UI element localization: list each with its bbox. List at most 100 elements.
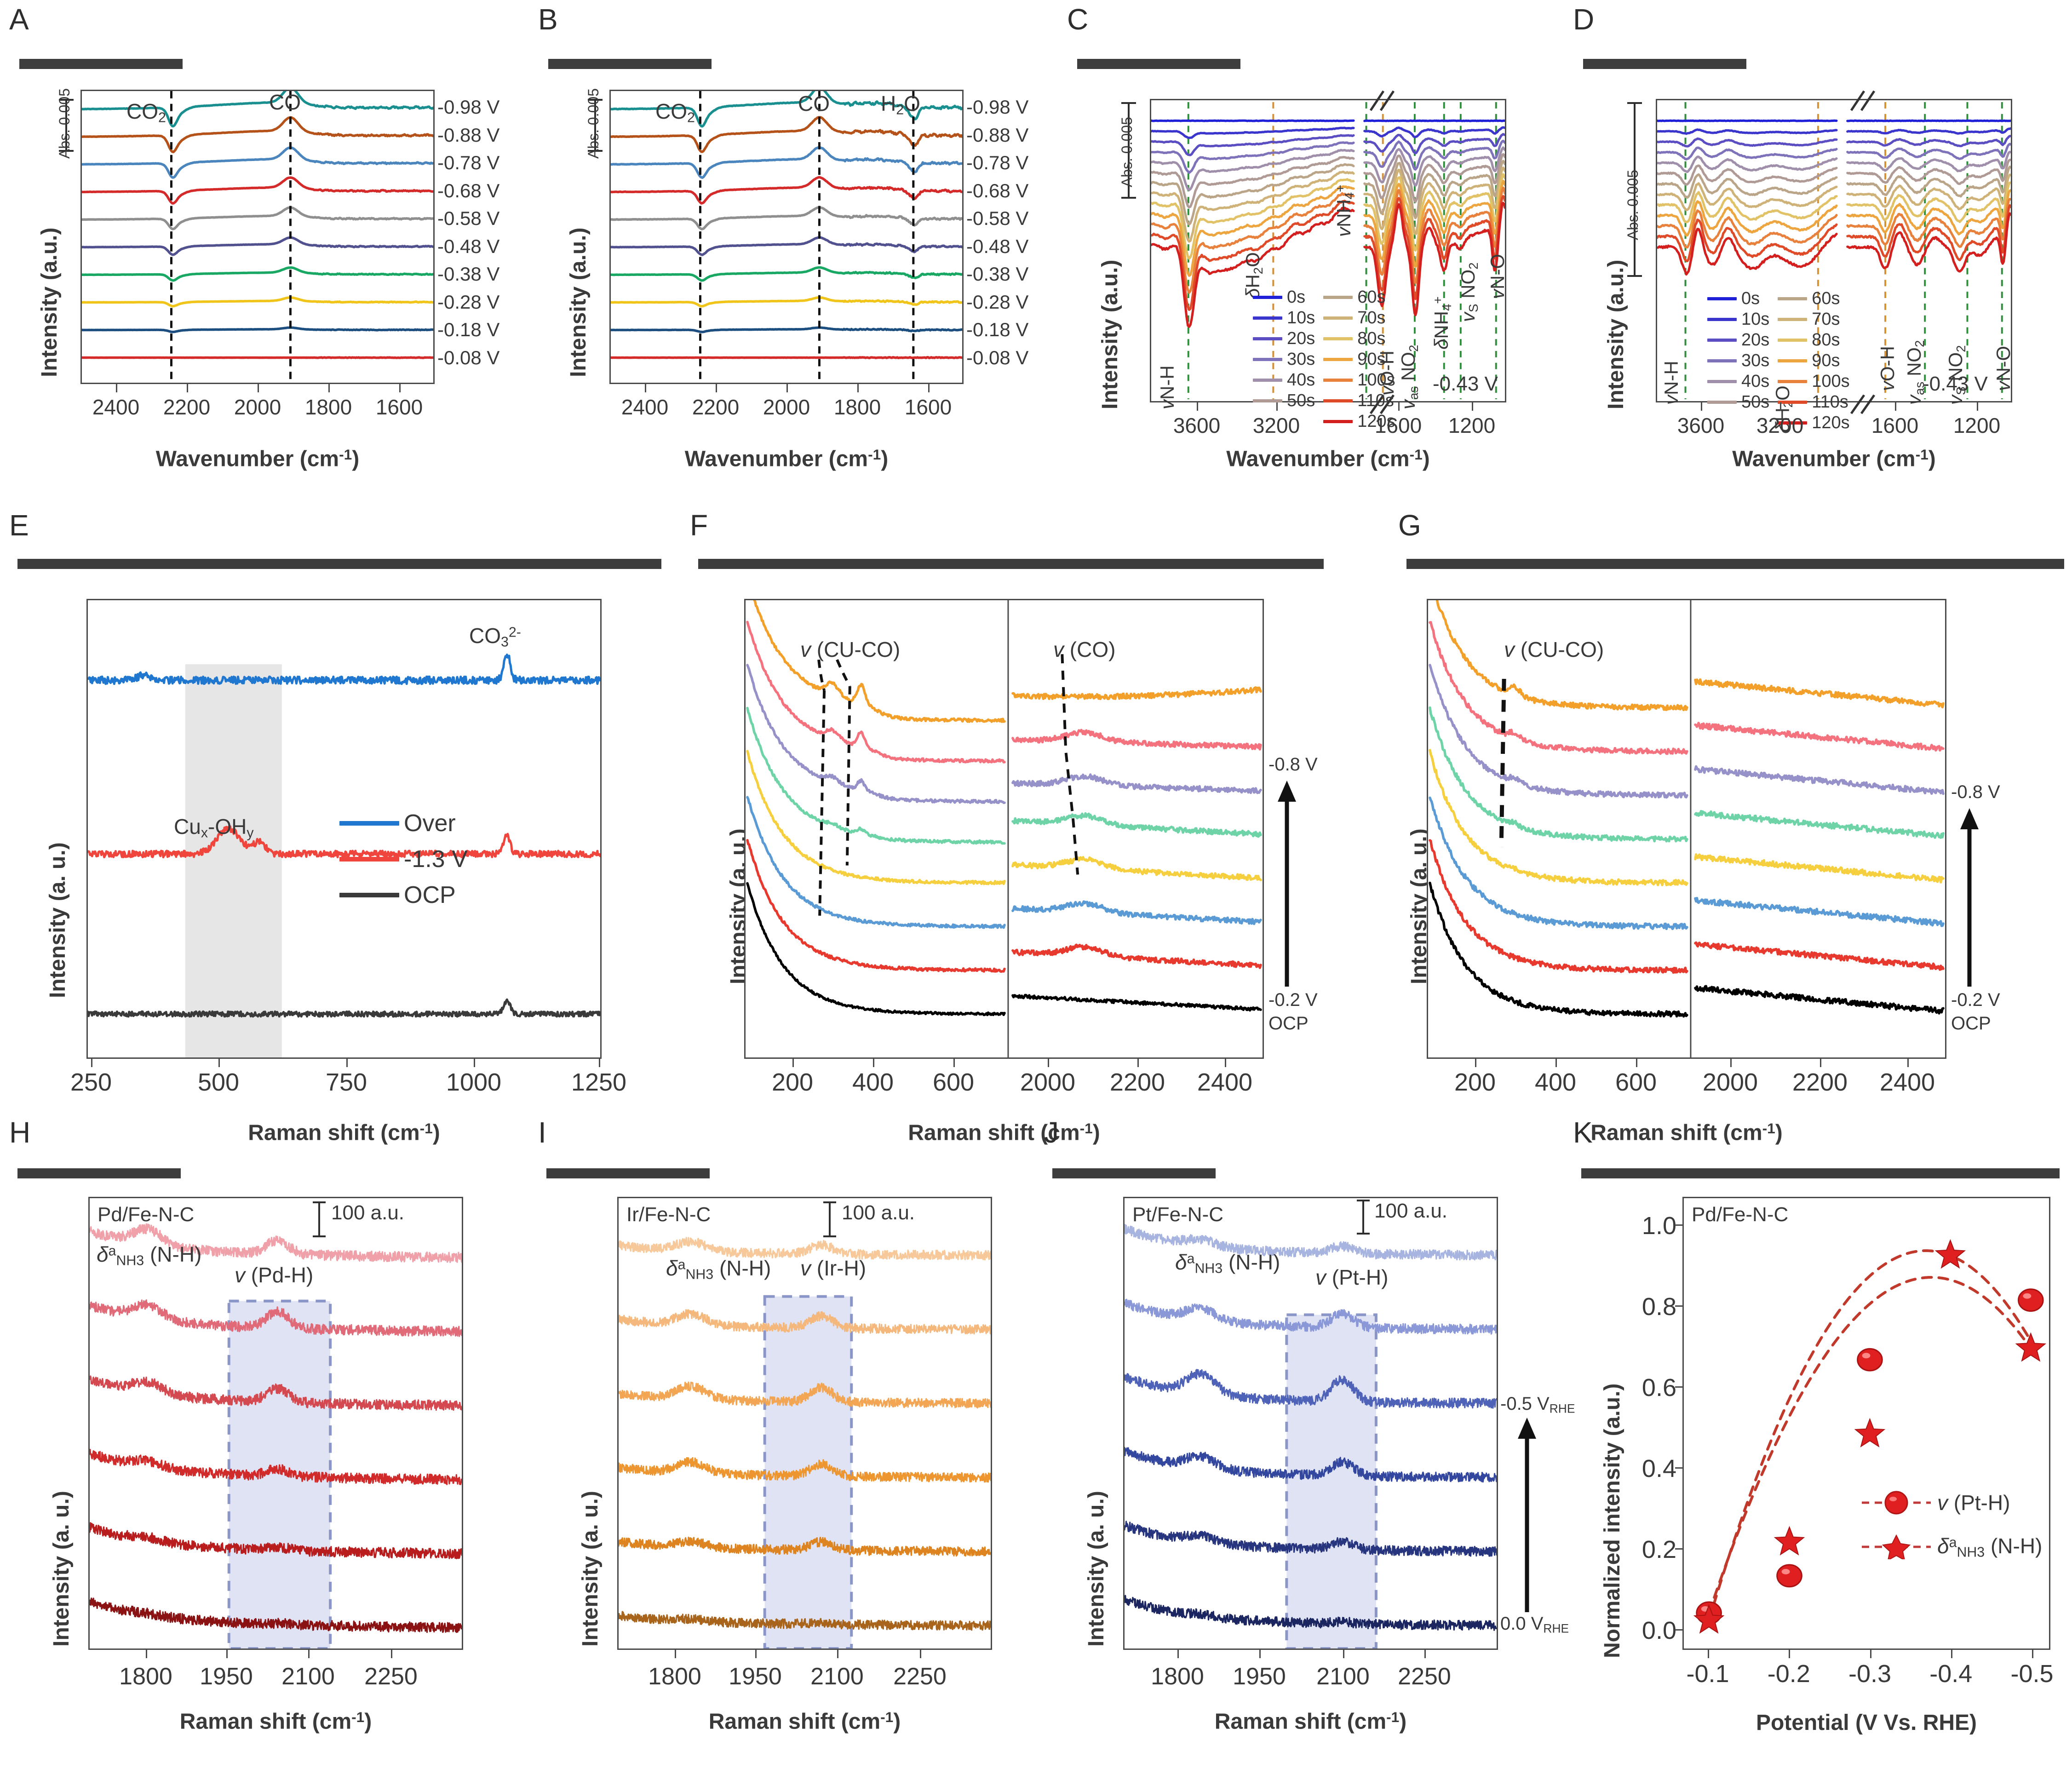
x-tick-mark [1730,1059,1732,1067]
panel-g-x-title: Raman shift (cm-1) [1590,1120,1783,1145]
panel-g-plot [1427,599,1946,1059]
x-tick-mark [1555,1059,1557,1067]
panel-a-plot [80,90,435,384]
x-tick-mark [920,1650,921,1658]
series-voltage-label: -0.88 V [437,124,500,146]
x-tick-mark [346,1059,348,1067]
panel-c-traces [1151,102,1505,400]
legend-label: 110s [1357,391,1394,410]
panel-d-scalebar: Abs. 0.005 [1624,102,1655,277]
x-tick-mark [328,384,330,392]
data-point-highlight [1862,1353,1871,1359]
panel-h-traces [90,1223,462,1648]
y-tick-mark [1675,1548,1683,1550]
x-tick-label: -0.2 [1767,1660,1810,1688]
legend-label: 90s [1357,350,1386,369]
y-tick-mark [1675,1467,1683,1469]
peak-annotation: δNH4+ [1430,296,1454,350]
panel-e-highlight-band [185,664,282,1057]
legend-item: 50s [1253,391,1315,411]
panel-g-label-ocp: OCP [1951,1013,1991,1034]
panel-d-axis-break-top [1850,90,1876,111]
legend-color-swatch [1778,318,1808,321]
panel-c-rule [1077,59,1240,69]
x-tick-label: 1600 [375,395,423,419]
series-voltage-label: -0.18 V [437,319,500,341]
legend-color-swatch [1778,339,1808,342]
x-tick-mark [1977,402,1978,411]
legend-item: 110s [1778,392,1849,412]
x-tick-mark [1276,402,1278,411]
x-tick-label: 1250 [571,1068,627,1096]
x-tick-mark [91,1059,92,1067]
panel-k-legend: v (Pt-H) δaNH3 (N-H) [1862,1490,2042,1561]
x-tick-label: 2000 [1020,1068,1076,1096]
panel-e-x-title: Raman shift (cm-1) [248,1120,440,1145]
panel-f: F Intensity (a. u.) v (CU-CO) v (CO) -0.… [690,511,1380,1145]
x-tick-mark [857,384,859,392]
panel-j: J Intensity (a. u.) Pt/Fe-N-C 100 a.u. δ… [1044,1116,1575,1762]
y-tick-mark [1675,1629,1683,1631]
legend-item: 120s [1323,412,1395,431]
panel-j-traces [1125,1224,1497,1648]
data-point-star [2015,1332,2047,1362]
panel-i-scalebar-label: 100 a.u. [842,1201,915,1224]
legend-item: -1.3 V [339,845,468,873]
legend-label: 10s [1741,310,1770,329]
series-voltage-label: -0.58 V [966,207,1029,230]
x-tick-label: 1600 [1871,414,1919,437]
x-tick-label: 600 [932,1068,975,1096]
panel-j-label-low: 0.0 VRHE [1500,1614,1569,1636]
panel-g-annotation-cuco: v (CU-CO) [1504,638,1604,661]
panel-d-rule [1583,59,1746,69]
data-point-star [1774,1526,1805,1556]
legend-label: 30s [1287,350,1315,369]
panel-b-peak-h2o: H2O [881,92,920,118]
panel-f-label-low: -0.2 V [1268,990,1318,1010]
x-tick-label: 1200 [1448,414,1496,437]
x-tick-mark [218,1059,220,1067]
panel-b-peak-co: CO [798,92,830,115]
x-tick-mark [308,1650,310,1658]
panel-d-scalebar-label: Abs. 0.005 [1624,170,1641,240]
panel-b: B Abs. 0.005 Intensity (a.u.) CO2 CO H2O… [538,5,1044,488]
panel-c-legend: 0s 10s 20s 30s 40s 50s 60s 70s 80s 90s 100s 110s 12… [1253,287,1395,432]
x-tick-mark [1424,1650,1426,1658]
legend-label: 40s [1287,370,1315,390]
legend-item: 0s [1253,287,1315,307]
x-tick-mark [1259,1650,1261,1658]
y-tick-label: 0.0 [1642,1617,1676,1644]
x-tick-label: 1800 [648,1663,701,1690]
peak-annotation: vO-H [1877,346,1898,391]
legend-color-swatch [1253,358,1282,361]
panel-h: H Intensity (a. u.) Pd/Fe-N-C 100 a.u. δ… [9,1118,520,1762]
legend-label: 80s [1812,330,1840,350]
x-tick-label: 3600 [1173,414,1221,437]
legend-color-swatch [1707,401,1737,404]
panel-k-plot [1682,1197,2050,1650]
legend-item: 40s [1707,372,1769,391]
x-tick-label: -0.5 [2010,1660,2054,1688]
x-tick-label: 1950 [729,1663,782,1690]
x-tick-mark [391,1650,392,1658]
legend-color-swatch [1778,297,1808,300]
y-tick-label: 0.2 [1642,1536,1676,1563]
panel-d-plot [1656,99,2012,402]
x-tick-mark [1789,1650,1791,1658]
legend-label: 50s [1741,392,1770,412]
data-point-circle [1857,1348,1883,1372]
panel-c-axis-break-bottom [1369,394,1395,414]
peak-annotation: vN-H [1156,365,1178,409]
panel-c-y-title: Intensity (a.u.) [1098,259,1122,409]
panel-f-dash-line-a [818,690,826,916]
legend-item: 60s [1323,287,1395,307]
panel-j-letter: J [1044,1116,1059,1149]
peak-annotation: vS NO2 [1457,262,1481,322]
series-voltage-label: -0.68 V [966,179,1029,201]
panel-k: K Normalized intensity (a.u.) Pd/Fe-N-C … [1573,1118,2072,1762]
panel-a-traces [82,91,433,383]
panel-f-direction-arrow [1278,781,1296,987]
legend-item: 70s [1778,310,1849,329]
x-tick-mark [873,1059,874,1067]
